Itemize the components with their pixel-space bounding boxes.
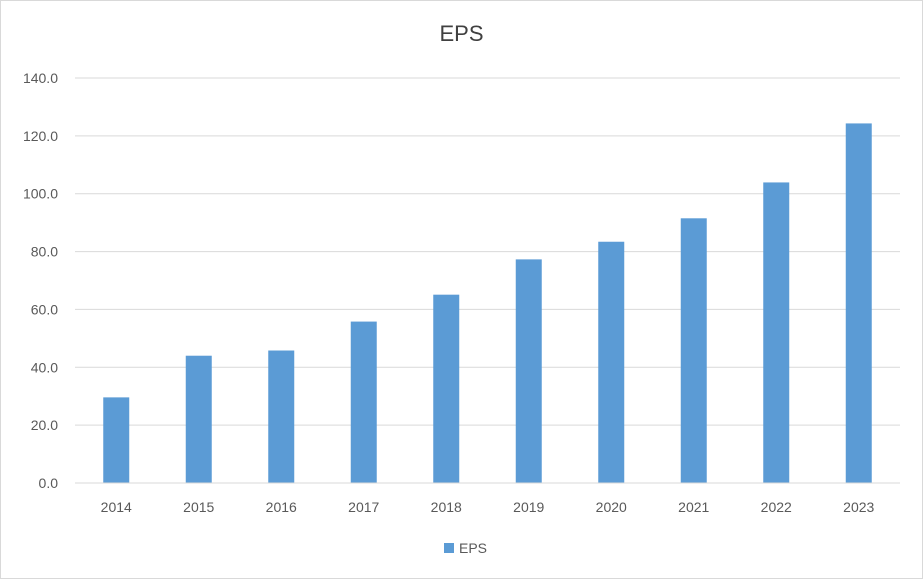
bar xyxy=(350,321,377,483)
x-tick-label: 2018 xyxy=(431,499,462,515)
x-tick-label: 2016 xyxy=(266,499,297,515)
x-tick-label: 2021 xyxy=(678,499,709,515)
x-tick-label: 2022 xyxy=(761,499,792,515)
x-tick-label: 2020 xyxy=(596,499,627,515)
y-tick-label: 20.0 xyxy=(31,417,58,433)
chart-title: EPS xyxy=(439,21,484,46)
y-tick-label: 120.0 xyxy=(23,128,58,144)
y-tick-label: 40.0 xyxy=(31,359,58,375)
bar xyxy=(433,294,460,483)
bar xyxy=(598,241,625,483)
x-tick-label: 2023 xyxy=(843,499,874,515)
x-tick-label: 2017 xyxy=(348,499,379,515)
bar xyxy=(845,123,872,484)
legend-swatch xyxy=(444,543,454,553)
x-tick-label: 2019 xyxy=(513,499,544,515)
y-tick-label: 80.0 xyxy=(31,244,58,260)
bar xyxy=(763,182,790,484)
bar xyxy=(680,218,707,483)
bar xyxy=(515,259,542,483)
y-tick-label: 0.0 xyxy=(39,475,59,491)
x-tick-label: 2015 xyxy=(183,499,214,515)
legend-label: EPS xyxy=(459,540,487,556)
y-tick-label: 140.0 xyxy=(23,70,58,86)
bar xyxy=(268,350,295,483)
bar xyxy=(185,355,212,483)
bar xyxy=(103,397,130,483)
x-tick-label: 2014 xyxy=(101,499,132,515)
y-tick-label: 60.0 xyxy=(31,301,58,317)
y-tick-label: 100.0 xyxy=(23,186,58,202)
